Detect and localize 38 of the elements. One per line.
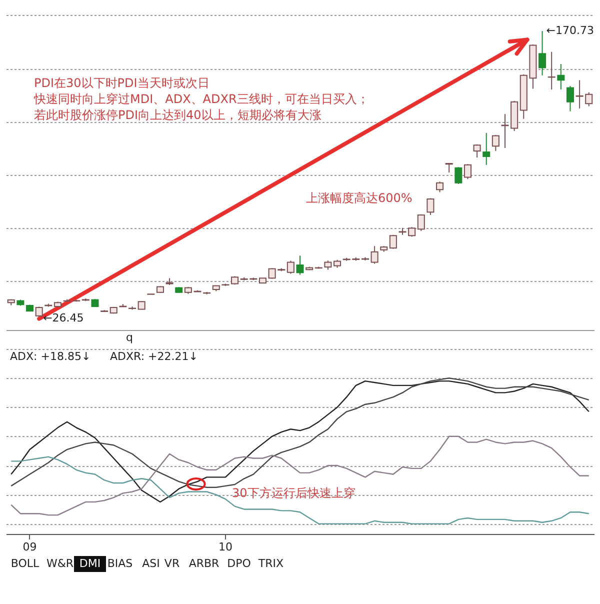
candlestick xyxy=(324,260,332,270)
text: BOLL xyxy=(10,557,40,570)
candlestick xyxy=(454,166,462,185)
annotation: ←26.45 xyxy=(43,312,84,325)
text: ARBR xyxy=(188,557,220,570)
x-tick-label: 09 xyxy=(22,540,37,554)
text: W&R xyxy=(46,557,74,570)
candlestick xyxy=(473,144,481,158)
candlestick xyxy=(436,181,444,193)
annotation: 快速同时向上穿过MDI、ADX、ADXR三线时，可在当日买入； xyxy=(33,92,369,106)
annotation: 30下方运行后快速上穿 xyxy=(232,486,356,500)
text: ASI xyxy=(142,557,160,570)
annotation: ←170.73 xyxy=(546,24,594,38)
candlestick xyxy=(557,64,565,90)
candlestick xyxy=(426,198,434,216)
candlestick xyxy=(286,260,294,274)
candlestick xyxy=(370,246,378,264)
text: DMI xyxy=(79,557,101,570)
annotation: 上涨幅度高达600% xyxy=(306,191,412,205)
annotation: 若此时股价涨停PDI向上达到40以上，短期必将有大涨 xyxy=(34,108,322,122)
text: q xyxy=(126,331,133,344)
candlestick xyxy=(492,134,500,152)
text: TRIX xyxy=(257,557,284,570)
candlestick xyxy=(482,132,490,166)
candlestick xyxy=(296,255,304,276)
text: ADX: +18.85↓ xyxy=(10,350,91,363)
text: DPO xyxy=(227,557,252,570)
text: VR xyxy=(164,557,180,570)
text: ADXR: +22.21↓ xyxy=(110,350,198,363)
text: BIAS xyxy=(107,557,133,570)
candlestick xyxy=(538,30,546,76)
annotation: PDI在30以下时PDI当天时或次日 xyxy=(34,76,210,90)
candlestick xyxy=(464,164,472,180)
candlestick xyxy=(417,214,425,232)
candlestick xyxy=(566,85,574,112)
candlestick xyxy=(389,234,397,250)
x-tick-label: 10 xyxy=(218,540,232,554)
candlestick xyxy=(548,51,556,90)
